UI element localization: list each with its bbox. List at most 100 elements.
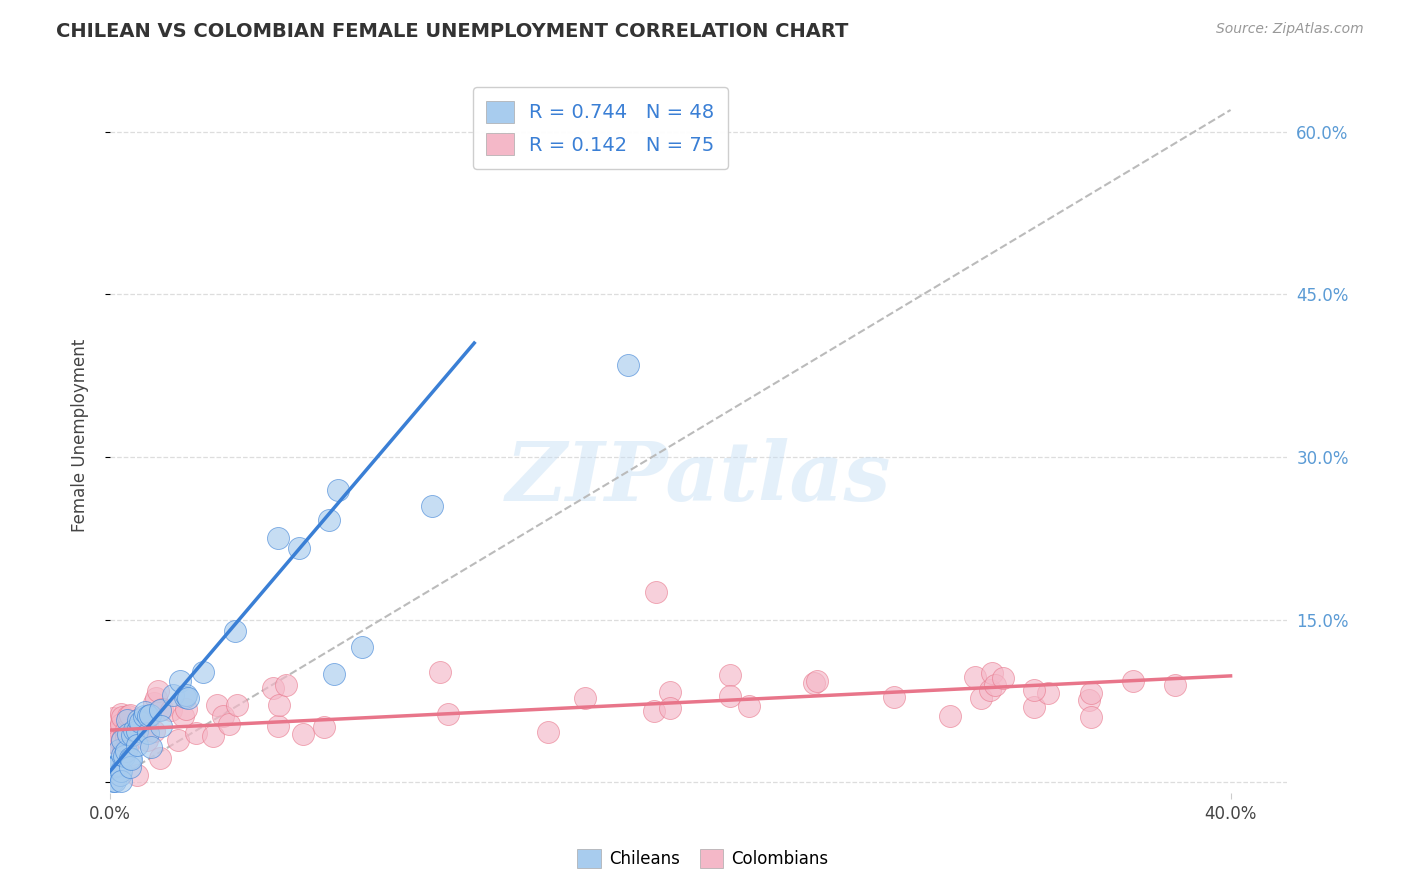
Point xyxy=(328,483,350,497)
Point xyxy=(107,723,129,737)
Point xyxy=(738,698,761,713)
Point xyxy=(107,758,129,772)
Point xyxy=(117,709,139,723)
Point xyxy=(186,726,208,740)
Point xyxy=(984,678,1007,692)
Point xyxy=(276,678,298,692)
Point xyxy=(110,710,132,724)
Point xyxy=(108,768,131,782)
Point xyxy=(112,748,135,763)
Legend: Chileans, Colombians: Chileans, Colombians xyxy=(571,842,835,875)
Point xyxy=(191,665,214,679)
Y-axis label: Female Unemployment: Female Unemployment xyxy=(72,339,89,532)
Point xyxy=(318,512,340,526)
Point xyxy=(288,541,311,556)
Point xyxy=(115,744,138,758)
Point xyxy=(1024,683,1046,698)
Point xyxy=(979,683,1001,698)
Point xyxy=(617,358,640,372)
Point xyxy=(141,739,163,754)
Point xyxy=(159,704,181,718)
Point xyxy=(146,684,169,698)
Point xyxy=(103,727,125,741)
Point xyxy=(110,717,132,731)
Point xyxy=(122,723,145,737)
Point xyxy=(121,728,143,742)
Point xyxy=(166,733,188,747)
Point xyxy=(266,718,288,732)
Point xyxy=(149,751,172,765)
Point xyxy=(174,689,197,703)
Point xyxy=(107,743,129,757)
Point xyxy=(114,729,136,743)
Point xyxy=(127,713,149,727)
Point xyxy=(111,731,134,746)
Point xyxy=(125,738,148,752)
Point xyxy=(169,673,191,688)
Point xyxy=(139,708,162,723)
Point xyxy=(120,707,142,722)
Point xyxy=(162,689,184,703)
Point xyxy=(134,706,156,720)
Point xyxy=(806,674,828,689)
Point xyxy=(176,702,198,716)
Point xyxy=(142,724,165,739)
Point xyxy=(437,707,460,722)
Point xyxy=(224,624,246,639)
Point xyxy=(574,691,596,706)
Point xyxy=(104,758,127,772)
Point xyxy=(537,725,560,739)
Point xyxy=(658,684,681,698)
Point xyxy=(205,698,228,713)
Point xyxy=(267,698,290,712)
Point xyxy=(211,709,233,723)
Point xyxy=(110,706,132,721)
Point xyxy=(132,723,155,738)
Point xyxy=(177,690,200,705)
Text: Source: ZipAtlas.com: Source: ZipAtlas.com xyxy=(1216,22,1364,37)
Point xyxy=(108,732,131,747)
Point xyxy=(117,727,139,741)
Point xyxy=(420,499,443,513)
Point xyxy=(218,717,240,731)
Point xyxy=(115,741,138,756)
Point xyxy=(128,712,150,726)
Point xyxy=(883,690,905,704)
Point xyxy=(1080,710,1102,724)
Point xyxy=(1077,693,1099,707)
Point xyxy=(110,764,132,778)
Point xyxy=(111,744,134,758)
Text: ZIPatlas: ZIPatlas xyxy=(506,438,891,518)
Point xyxy=(803,676,825,690)
Point xyxy=(120,752,142,766)
Point xyxy=(1163,677,1185,691)
Point xyxy=(101,773,124,788)
Point xyxy=(939,709,962,723)
Point xyxy=(125,768,148,782)
Point xyxy=(135,732,157,747)
Point xyxy=(142,696,165,710)
Point xyxy=(352,640,374,654)
Point xyxy=(136,709,159,723)
Point xyxy=(225,698,247,712)
Point xyxy=(718,689,741,703)
Point xyxy=(125,723,148,738)
Legend: R = 0.744   N = 48, R = 0.142   N = 75: R = 0.744 N = 48, R = 0.142 N = 75 xyxy=(472,87,728,169)
Point xyxy=(1036,685,1059,699)
Point xyxy=(991,671,1014,685)
Point xyxy=(292,727,315,741)
Point xyxy=(980,665,1002,680)
Point xyxy=(323,666,346,681)
Point xyxy=(101,760,124,774)
Point xyxy=(149,703,172,717)
Point xyxy=(101,734,124,748)
Point xyxy=(643,704,665,718)
Point xyxy=(172,708,194,723)
Point xyxy=(111,747,134,762)
Point xyxy=(103,774,125,789)
Point xyxy=(115,713,138,727)
Point xyxy=(101,735,124,749)
Point xyxy=(115,723,138,738)
Point xyxy=(718,668,741,682)
Point xyxy=(312,721,335,735)
